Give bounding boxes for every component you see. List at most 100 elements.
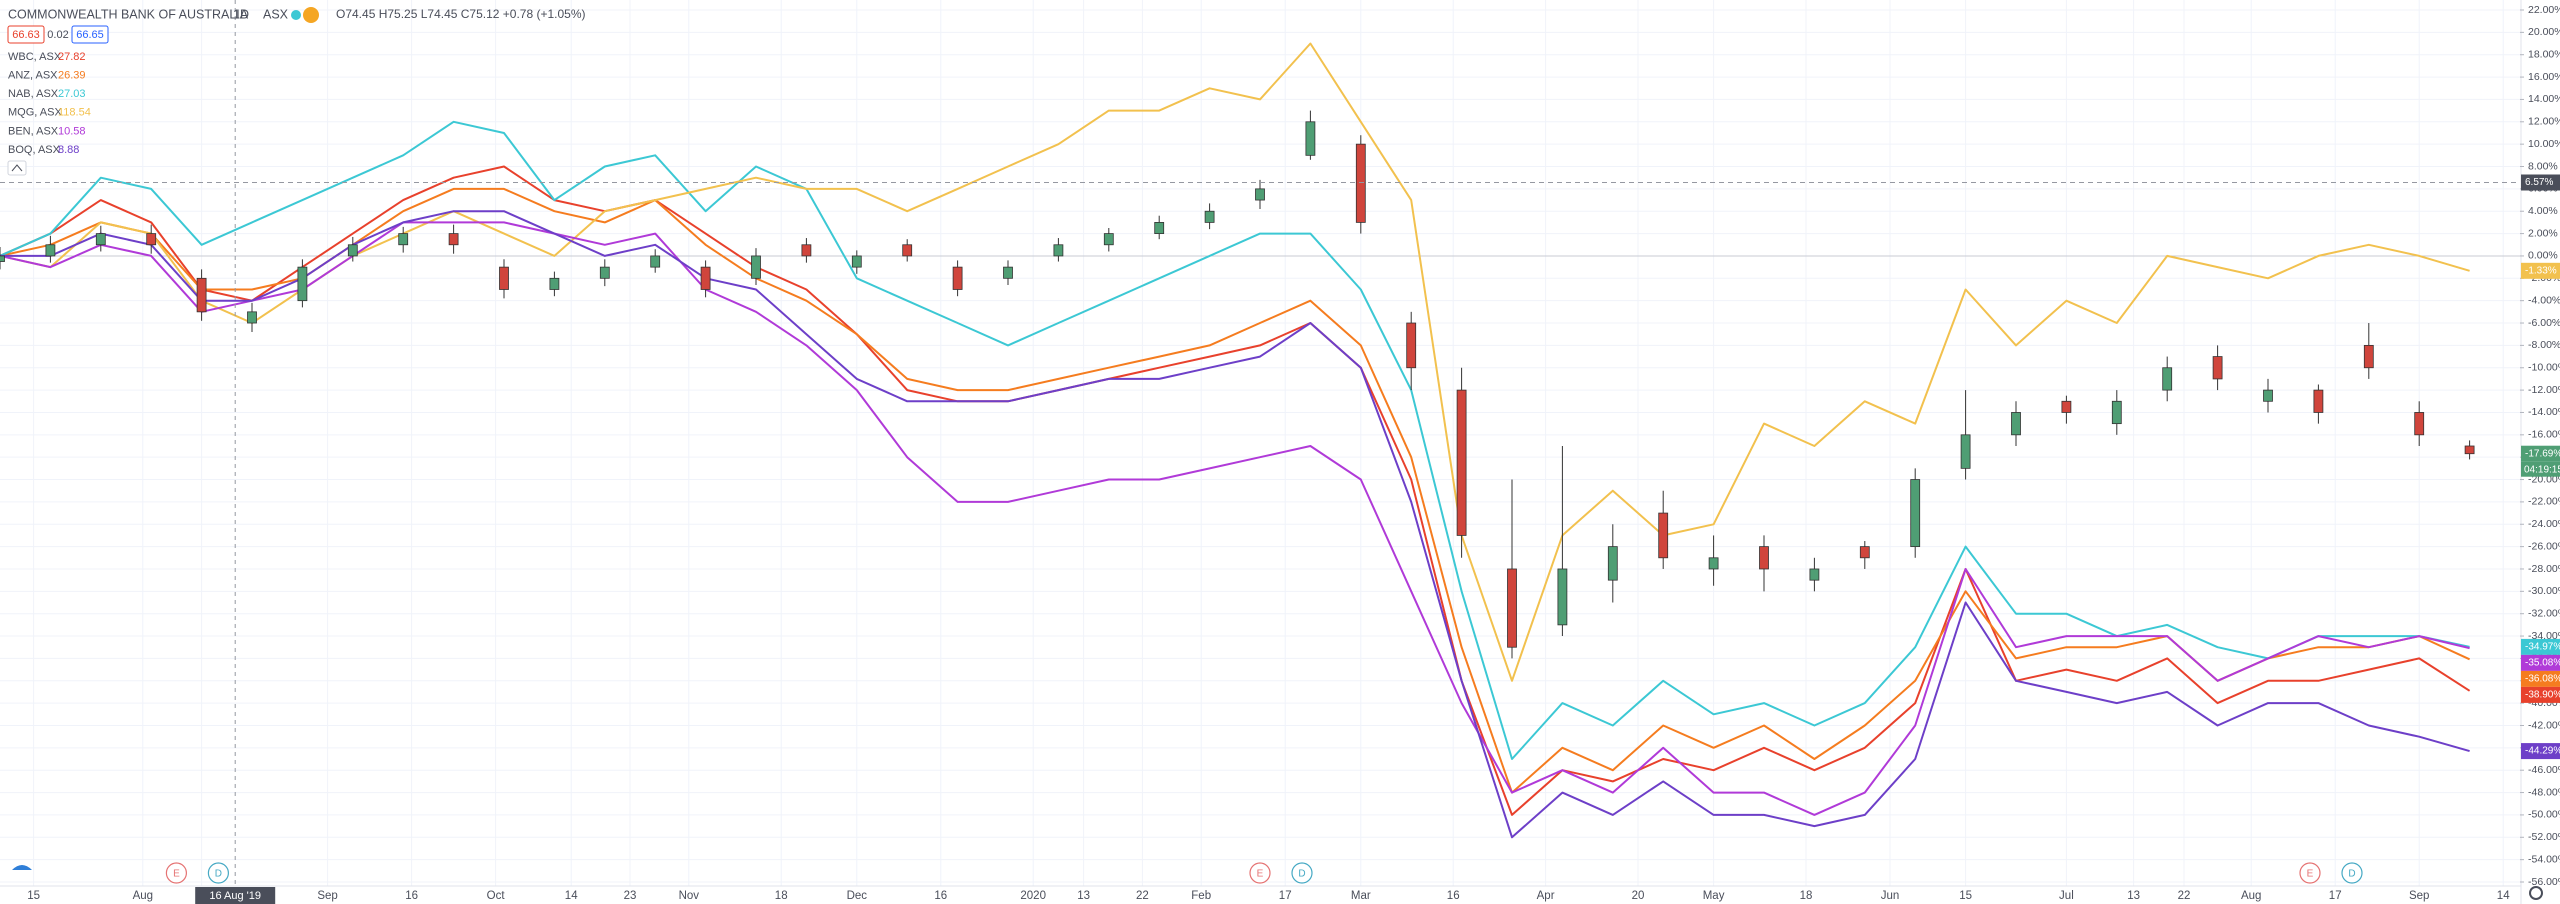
exchange: ASX: [263, 7, 289, 21]
y-tick-label: -50.00%: [2528, 809, 2560, 821]
legend-value: 8.88: [58, 144, 79, 156]
y-tick-label: 16.00%: [2528, 71, 2560, 83]
event-marker: [2341, 862, 2363, 884]
logo: [12, 865, 32, 870]
x-tick-label: Mar: [1351, 890, 1371, 902]
candle-body: [448, 233, 459, 246]
spread: 0.02: [47, 29, 68, 41]
y-tick-label: -4.00%: [2528, 294, 2560, 306]
x-tick-label: 22: [1136, 890, 1149, 902]
series-line: [0, 165, 2471, 816]
y-tick-label: -24.00%: [2528, 518, 2560, 530]
price-tag-label: -36.08%: [2525, 674, 2560, 685]
candle-body: [1708, 557, 1719, 570]
axes: 22.00% 20.00% 18.00% 16.00% 14.00% 12.00% 10.0…: [27, 4, 2560, 904]
y-tick-label: -48.00%: [2528, 786, 2560, 798]
countdown: 04:19:15: [2524, 464, 2560, 475]
legend-name: WBC, ASX: [8, 51, 62, 63]
candle-body: [1557, 568, 1568, 626]
price-tag-label: -34.97%: [2525, 642, 2560, 653]
bid: 66.63: [12, 29, 40, 41]
candle-body: [2111, 400, 2122, 425]
y-tick-label: -42.00%: [2528, 719, 2560, 731]
y-tick-label: 10.00%: [2528, 138, 2560, 150]
y-tick-label: -30.00%: [2528, 585, 2560, 597]
candle-body: [2162, 367, 2173, 391]
y-tick-label: -14.00%: [2528, 406, 2560, 418]
candle-body: [247, 311, 257, 324]
series-line: [0, 120, 2470, 760]
x-tick-label: Aug: [2241, 890, 2261, 902]
x-tick-label: Oct: [487, 890, 506, 902]
ohlc: O74.45 H75.25 L74.45 C75.12 +0.78 (+1.05…: [336, 7, 586, 21]
price-tag-label: -1.33%: [2525, 265, 2557, 276]
x-tick-label: 16: [1447, 890, 1460, 902]
candle-body: [1204, 210, 1215, 223]
candle-body: [650, 255, 661, 268]
x-tick-label: Feb: [1191, 890, 1211, 902]
price-tag: [2521, 174, 2560, 191]
y-tick-label: -10.00%: [2528, 362, 2560, 374]
candle-body: [347, 244, 358, 257]
event-label: D: [2348, 869, 2355, 880]
status-dot[interactable]: [291, 10, 301, 20]
ask-box: [71, 25, 109, 44]
candle-body: [499, 266, 509, 290]
series-line: [0, 210, 2470, 839]
event-label: D: [215, 869, 222, 880]
price-tag-label: -17.69%: [2525, 448, 2560, 459]
candle-body: [801, 244, 812, 257]
y-tick-label: 12.00%: [2528, 116, 2560, 128]
y-tick-label: 0.00%: [2528, 250, 2558, 262]
legend-name: ANZ, ASX: [8, 70, 58, 82]
candle-body: [1053, 244, 1064, 257]
event-marker: [165, 862, 187, 884]
price-tag-label: -38.90%: [2525, 690, 2560, 701]
x-tick-label: Sep: [317, 890, 337, 902]
price-tag: [2521, 654, 2560, 671]
candle-body: [1960, 434, 1971, 469]
candle-body: [1507, 568, 1517, 648]
event-label: E: [173, 869, 180, 880]
y-tick-label: 4.00%: [2528, 205, 2558, 217]
settings-button[interactable]: [2529, 886, 2543, 900]
candle-body: [95, 233, 106, 246]
candle-body: [549, 277, 560, 290]
candle-body: [2363, 344, 2374, 369]
candle-body: [1103, 233, 1114, 246]
price-tag: [2521, 686, 2560, 703]
x-tick-label: Dec: [847, 890, 868, 902]
candle-body: [2061, 400, 2072, 413]
x-tick-label: Aug: [133, 890, 153, 902]
candle-body: [1406, 322, 1417, 369]
collapse-button[interactable]: [7, 160, 27, 176]
candle-body: [1910, 479, 1921, 548]
y-tick-label: 8.00%: [2528, 160, 2558, 172]
x-tick-label: 18: [775, 890, 788, 902]
legend-name: BOQ, ASX: [8, 144, 61, 156]
legend-value: 10.58: [58, 125, 86, 137]
x-tick-label: 17: [1279, 890, 1292, 902]
event-label: E: [2307, 869, 2314, 880]
legend-value: 118.54: [58, 107, 91, 119]
y-tick-label: -52.00%: [2528, 831, 2560, 843]
candle-body: [45, 244, 56, 257]
candle-body: [2212, 356, 2223, 380]
candle-body: [1305, 121, 1316, 156]
price-tag: [2521, 670, 2560, 687]
price-tag: [2521, 445, 2560, 462]
x-tick-label: Sep: [2409, 890, 2429, 902]
interval: 1D: [233, 7, 249, 21]
price-tag: [2521, 743, 2560, 760]
x-tick-label: 23: [624, 890, 637, 902]
x-tick-label: 17: [2329, 890, 2342, 902]
series-line: [0, 187, 2471, 794]
candle-body: [196, 277, 207, 313]
dividend-badge[interactable]: [303, 7, 319, 23]
legend-name: BEN, ASX: [8, 125, 59, 137]
candle-body: [902, 244, 913, 257]
candle-body: [1859, 546, 1870, 559]
y-tick-label: 2.00%: [2528, 227, 2558, 239]
